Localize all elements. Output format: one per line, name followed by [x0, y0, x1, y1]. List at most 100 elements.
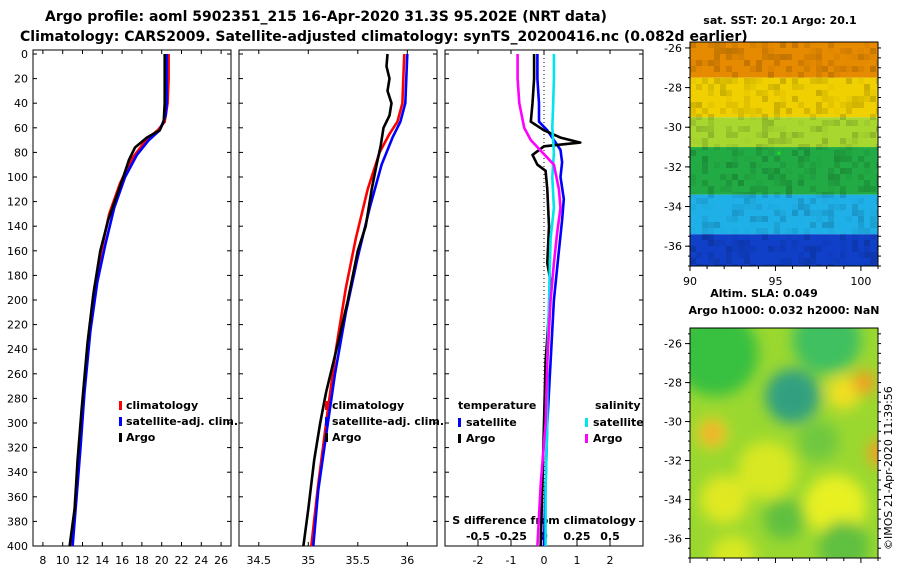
sst-texture	[822, 120, 828, 126]
sst-texture	[792, 132, 798, 138]
sst-texture	[798, 60, 804, 66]
sla-map-subtitle: Argo h1000: 0.032 h2000: NaN	[688, 304, 879, 317]
sst-texture	[858, 102, 864, 108]
sst-texture	[714, 144, 720, 150]
sst-texture	[726, 174, 732, 180]
sst-texture	[780, 96, 786, 102]
sst-texture	[786, 192, 792, 198]
s-tick-label: -0.5	[466, 530, 490, 543]
sst-texture	[768, 54, 774, 60]
sst-texture	[810, 258, 816, 264]
sst-texture	[780, 54, 786, 60]
sst-texture	[714, 264, 720, 266]
legend-swatch	[119, 433, 122, 442]
sst-texture	[864, 120, 870, 126]
sst-texture	[780, 264, 786, 266]
sst-texture	[816, 210, 822, 216]
sst-texture	[840, 252, 846, 258]
sst-texture	[732, 102, 738, 108]
sst-texture	[864, 162, 870, 168]
sst-texture	[828, 132, 834, 138]
sst-texture	[804, 66, 810, 72]
sst-texture	[762, 156, 768, 162]
series-line-argo	[68, 54, 166, 547]
sst-texture	[726, 96, 732, 102]
sst-texture	[762, 126, 768, 132]
sst-texture	[744, 174, 750, 180]
sst-texture	[822, 108, 828, 114]
x-tick-label: 24	[194, 554, 208, 567]
sst-texture	[852, 246, 858, 252]
sst-texture	[870, 222, 876, 228]
sst-texture	[690, 120, 696, 126]
sst-texture	[756, 162, 762, 168]
legend-swatch	[119, 401, 122, 410]
sst-texture	[714, 48, 720, 54]
sst-texture	[750, 192, 756, 198]
sst-texture	[786, 258, 792, 264]
sst-texture	[852, 138, 858, 144]
x-tick-label: 22	[175, 554, 189, 567]
header-line-1: Argo profile: aoml 5902351_215 16-Apr-20…	[45, 9, 607, 25]
sst-texture	[708, 120, 714, 126]
sst-texture	[702, 144, 708, 150]
sst-texture	[840, 48, 846, 54]
sst-texture	[864, 42, 870, 48]
sst-texture	[726, 66, 732, 72]
legend-swatch	[325, 433, 328, 442]
legend-title-temperature: temperature	[458, 399, 536, 412]
sst-texture	[714, 258, 720, 264]
sst-texture	[792, 90, 798, 96]
sst-texture	[846, 150, 852, 156]
sst-texture	[750, 198, 756, 204]
sst-texture	[792, 96, 798, 102]
sst-texture	[768, 84, 774, 90]
sst-texture	[822, 192, 828, 198]
sst-texture	[822, 198, 828, 204]
sst-texture	[708, 102, 714, 108]
sst-texture	[768, 48, 774, 54]
sst-texture	[732, 150, 738, 156]
sst-texture	[744, 84, 750, 90]
sst-texture	[858, 222, 864, 228]
sst-texture	[870, 234, 876, 240]
sst-texture	[870, 54, 876, 60]
sst-texture	[870, 210, 876, 216]
sst-texture	[738, 114, 744, 120]
sst-texture	[732, 144, 738, 150]
series-line-temperature-argo	[529, 54, 582, 547]
sst-texture	[864, 54, 870, 60]
depth-tick-label: 260	[7, 368, 28, 381]
sst-texture	[708, 60, 714, 66]
sst-texture	[690, 66, 696, 72]
sst-texture	[870, 48, 876, 54]
sst-texture	[732, 216, 738, 222]
sst-texture	[846, 156, 852, 162]
sst-texture	[726, 90, 732, 96]
sst-texture	[780, 126, 786, 132]
sst-texture	[792, 66, 798, 72]
sst-texture	[864, 84, 870, 90]
sst-texture	[828, 120, 834, 126]
sst-texture	[738, 210, 744, 216]
s-tick-label: 0.5	[600, 530, 620, 543]
sst-texture	[792, 210, 798, 216]
sst-texture	[816, 60, 822, 66]
sst-texture	[750, 216, 756, 222]
sst-texture	[876, 78, 878, 84]
sst-texture	[762, 186, 768, 192]
sst-texture	[732, 132, 738, 138]
sst-texture	[774, 138, 780, 144]
sst-texture	[774, 204, 780, 210]
sst-texture	[786, 180, 792, 186]
legend-swatch	[325, 417, 328, 426]
sst-texture	[834, 156, 840, 162]
sst-texture	[714, 54, 720, 60]
sst-texture	[870, 132, 876, 138]
sst-texture	[798, 72, 804, 78]
sst-texture	[702, 222, 708, 228]
depth-tick-label: 280	[7, 392, 28, 405]
x-tick-label: 2	[607, 554, 614, 567]
sst-texture	[870, 72, 876, 78]
